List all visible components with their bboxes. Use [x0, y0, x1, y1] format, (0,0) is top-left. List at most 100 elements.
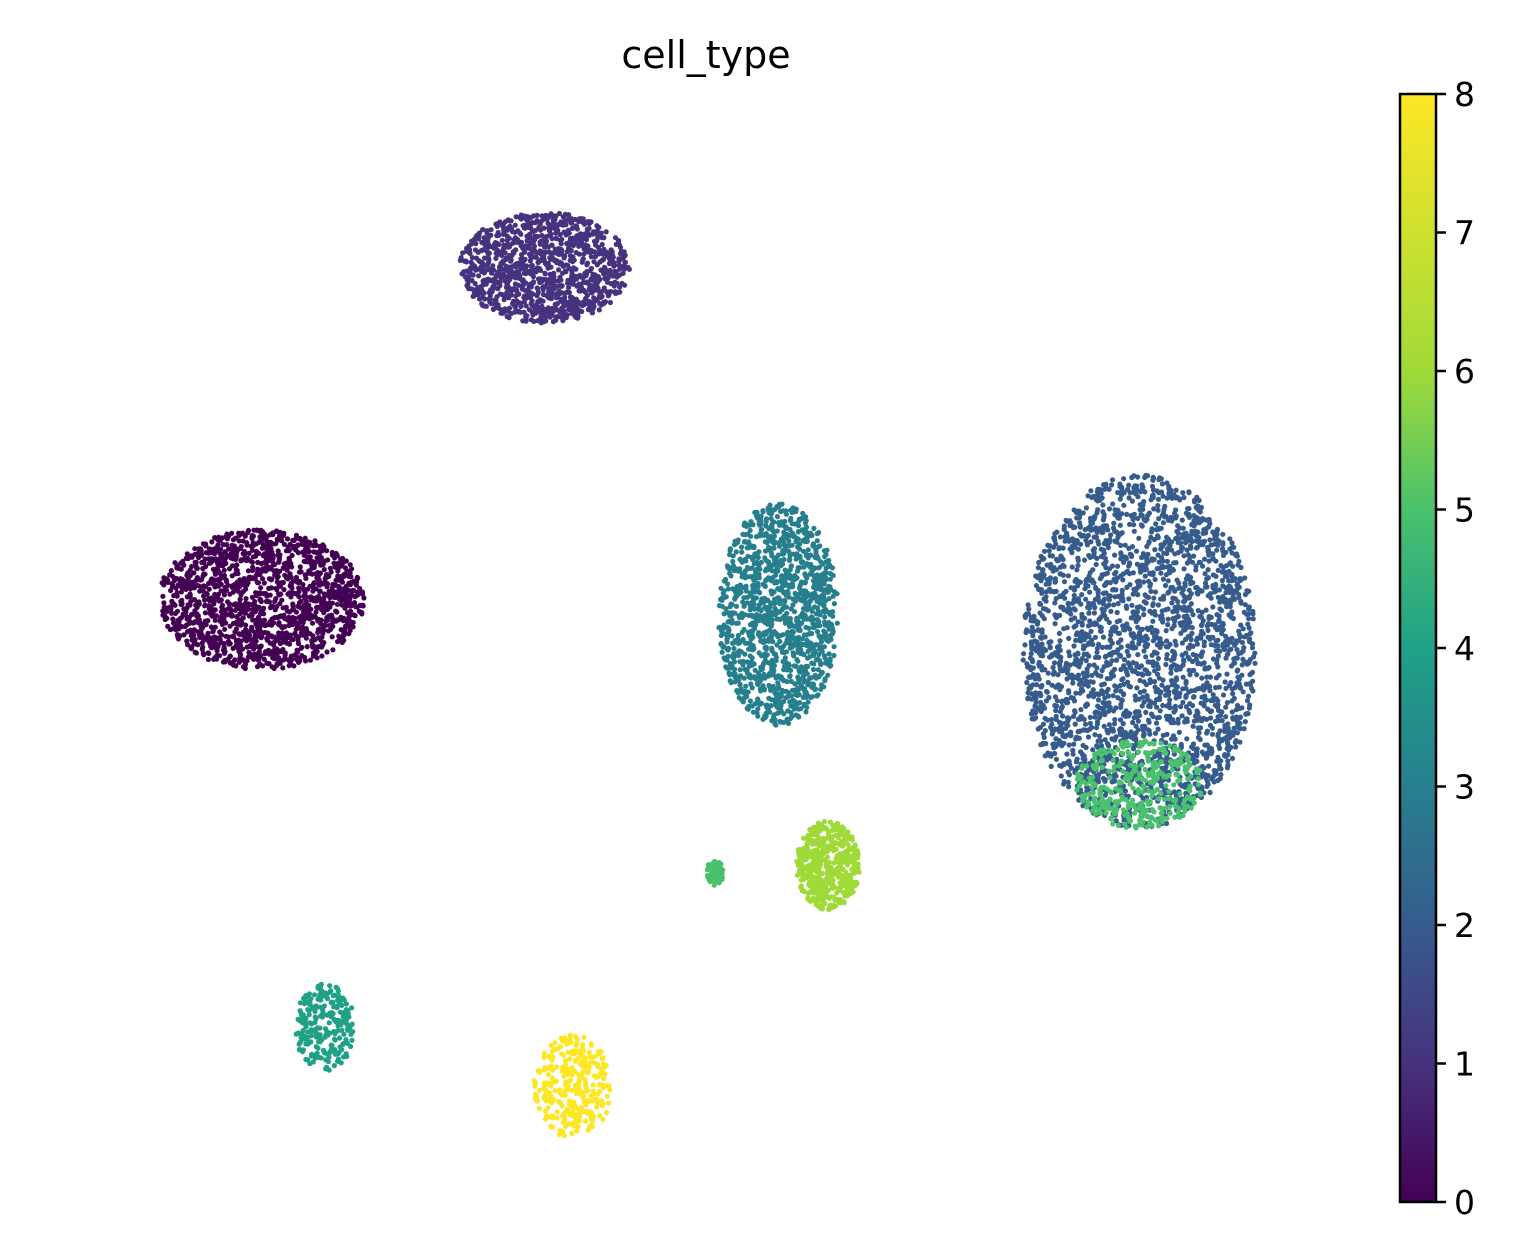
data-point — [1065, 732, 1071, 738]
data-point — [285, 547, 291, 553]
data-point — [1127, 490, 1133, 496]
data-point — [1097, 733, 1103, 739]
data-point — [1095, 486, 1101, 492]
data-point — [288, 584, 295, 590]
data-point — [1147, 583, 1153, 590]
data-point — [1114, 619, 1120, 625]
data-point — [206, 560, 212, 566]
data-point — [262, 629, 268, 636]
data-point — [227, 623, 233, 629]
data-point — [171, 593, 177, 599]
data-point — [255, 566, 261, 572]
data-point — [1118, 556, 1124, 562]
data-point — [464, 277, 470, 283]
data-point — [1071, 592, 1077, 599]
data-point — [274, 604, 280, 610]
data-point — [250, 540, 256, 546]
data-point — [180, 558, 186, 564]
data-point — [1115, 593, 1121, 599]
data-point — [317, 570, 323, 576]
data-point — [1220, 644, 1226, 650]
data-point — [1203, 530, 1209, 536]
data-point — [622, 259, 629, 265]
data-point — [1218, 772, 1224, 778]
data-point — [1025, 602, 1031, 608]
data-point — [357, 602, 363, 609]
data-point — [226, 634, 232, 640]
data-point — [506, 268, 512, 275]
data-point — [1148, 711, 1155, 717]
data-point — [499, 252, 505, 259]
data-point — [1033, 583, 1039, 589]
data-point — [1199, 609, 1205, 615]
data-point — [255, 651, 261, 657]
data-point — [236, 600, 243, 606]
data-point — [518, 239, 525, 245]
data-point — [597, 276, 603, 282]
data-point — [1186, 634, 1192, 640]
data-point — [1050, 671, 1056, 677]
data-point — [506, 244, 512, 250]
data-point — [1149, 526, 1155, 532]
data-point — [537, 306, 543, 312]
data-point — [1037, 610, 1043, 616]
data-point — [1167, 697, 1173, 703]
data-point — [1246, 606, 1252, 612]
data-point — [621, 266, 628, 272]
data-point — [1073, 690, 1079, 696]
data-point — [160, 593, 166, 599]
data-point — [1050, 664, 1056, 671]
data-point — [228, 555, 234, 561]
data-point — [1078, 707, 1084, 713]
data-point — [234, 621, 241, 627]
data-point — [471, 263, 478, 269]
data-point — [267, 640, 273, 646]
data-point — [319, 601, 325, 607]
data-point — [1071, 643, 1077, 649]
data-point — [1083, 744, 1089, 751]
data-point — [537, 239, 543, 245]
data-point — [526, 251, 533, 257]
data-point — [1071, 741, 1077, 747]
data-point — [1214, 660, 1220, 667]
data-point — [202, 597, 208, 603]
data-point — [523, 303, 529, 309]
data-point — [1173, 507, 1179, 513]
data-point — [243, 627, 249, 633]
data-point — [582, 231, 588, 237]
data-point — [280, 580, 286, 586]
data-point — [1155, 535, 1161, 541]
data-point — [342, 629, 348, 636]
data-point — [298, 613, 305, 619]
data-point — [514, 298, 520, 304]
data-point — [1199, 675, 1205, 681]
data-point — [1172, 588, 1178, 594]
data-point — [320, 642, 326, 648]
data-point — [328, 569, 334, 575]
data-point — [1239, 705, 1245, 711]
data-point — [509, 252, 515, 258]
data-point — [568, 248, 574, 254]
data-point — [1084, 669, 1090, 675]
data-point — [1164, 731, 1170, 738]
data-point — [1086, 653, 1092, 659]
data-point — [1149, 652, 1155, 658]
data-point — [588, 276, 594, 282]
data-point — [566, 215, 572, 221]
data-point — [1143, 472, 1149, 478]
data-point — [266, 557, 272, 564]
data-point — [1056, 630, 1062, 637]
data-point — [520, 277, 526, 283]
data-point — [1066, 784, 1072, 790]
data-point — [1071, 585, 1077, 591]
data-point — [580, 257, 586, 263]
data-point — [1185, 573, 1191, 579]
data-point — [1242, 634, 1248, 640]
data-point — [240, 588, 246, 595]
data-point — [1035, 726, 1041, 732]
data-point — [1134, 685, 1140, 691]
data-point — [1225, 758, 1231, 764]
data-point — [565, 280, 571, 286]
data-point — [1104, 676, 1110, 682]
data-point — [1163, 661, 1169, 668]
